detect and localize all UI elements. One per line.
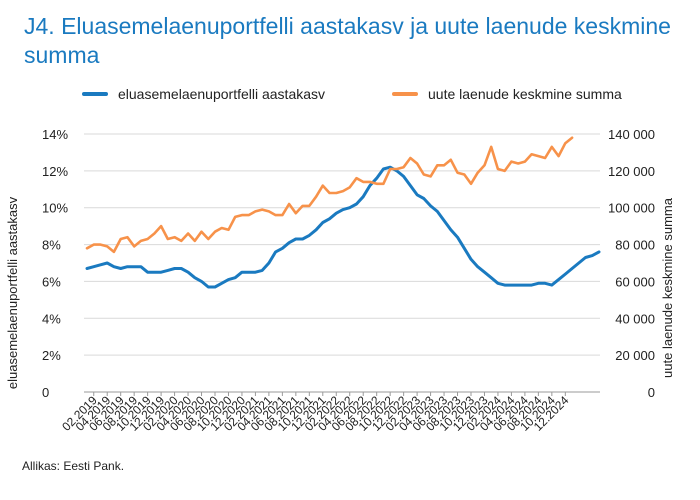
y-right-tick-label: 0 <box>648 385 655 400</box>
y-left-tick-label: 6% <box>42 274 61 289</box>
y-left-axis-label: eluasemelaenuportfelli aastakasv <box>5 196 20 389</box>
legend-item-portfolio-growth: eluasemelaenuportfelli aastakasv <box>82 86 325 102</box>
y-right-tick-label: 120 000 <box>608 164 655 179</box>
y-right-tick-label: 20 000 <box>615 348 655 363</box>
y-left-tick-label: 10% <box>42 201 68 216</box>
y-left-tick-label: 8% <box>42 238 61 253</box>
legend-item-average-loan: uute laenude keskmine summa <box>392 86 622 102</box>
y-right-tick-label: 100 000 <box>608 201 655 216</box>
y-right-tick-label: 80 000 <box>615 238 655 253</box>
chart-title: J4. Eluasemelaenuportfelli aastakasv ja … <box>24 13 671 68</box>
y-left-tick-label: 0 <box>42 385 49 400</box>
series-line-average-loan <box>85 136 574 254</box>
legend-label-portfolio-growth: eluasemelaenuportfelli aastakasv <box>118 86 326 102</box>
y-right-tick-label: 40 000 <box>615 311 655 326</box>
y-left-tick-label: 14% <box>42 127 68 142</box>
legend-label-average-loan: uute laenude keskmine summa <box>428 86 622 102</box>
y-right-tick-label: 60 000 <box>615 274 655 289</box>
y-left-tick-label: 12% <box>42 164 68 179</box>
series-line-portfolio-growth <box>85 165 601 289</box>
y-right-axis-label: uute laenude keskmine summa <box>660 197 675 378</box>
legend-swatch-blue <box>82 92 108 96</box>
y-left-tick-label: 2% <box>42 348 61 363</box>
y-left-tick-label: 4% <box>42 311 61 326</box>
legend-swatch-orange <box>392 92 418 96</box>
source-note: Allikas: Eesti Pank. <box>22 459 125 473</box>
y-right-tick-label: 140 000 <box>608 127 655 142</box>
legend: eluasemelaenuportfelli aastakasv uute la… <box>0 86 700 108</box>
